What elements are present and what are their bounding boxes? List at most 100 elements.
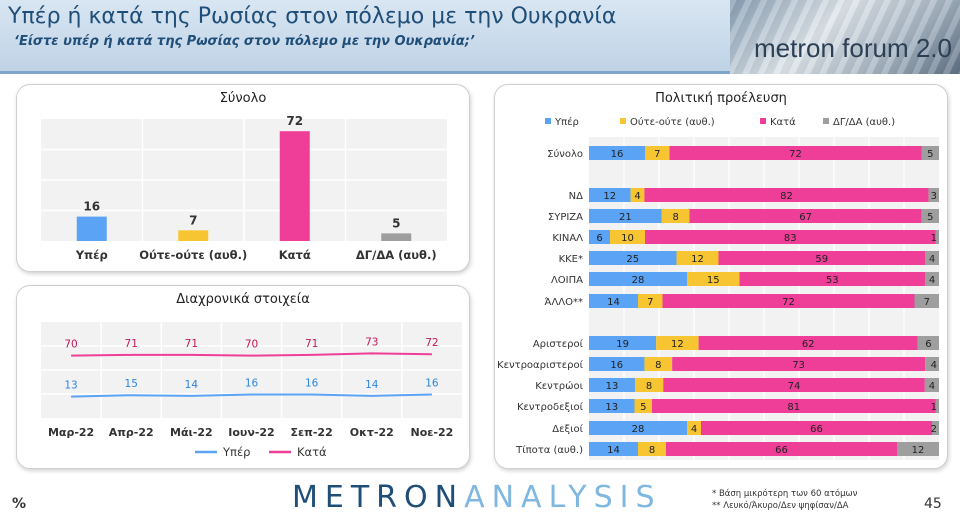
bar-segment xyxy=(634,399,652,413)
bar-value-label: 5 xyxy=(392,216,400,230)
bar-segment xyxy=(701,421,932,435)
point-value-label: 72 xyxy=(425,337,438,349)
segment-value-label: 6 xyxy=(925,339,931,350)
bar-segment xyxy=(662,294,915,308)
segment-value-label: 81 xyxy=(787,402,800,413)
point-value-label: 71 xyxy=(125,338,138,350)
bar-segment xyxy=(645,146,670,160)
bar-segment xyxy=(925,251,939,265)
category-label: Υπέρ xyxy=(75,248,108,262)
segment-value-label: 82 xyxy=(780,191,793,202)
bar-segment xyxy=(666,442,897,456)
legend-swatch-1 xyxy=(545,118,551,124)
bar-segment xyxy=(638,294,663,308)
segment-value-label: 5 xyxy=(640,402,646,413)
metron-analysis-brand: METRONANALYSIS xyxy=(292,480,662,515)
x-tick-label: Μάι-22 xyxy=(170,426,213,439)
segment-value-label: 4 xyxy=(634,191,640,202)
legend-label: ΔΓ/ΔΑ (αυθ.) xyxy=(833,117,895,128)
row-label: ΣΥΡΙΖΑ xyxy=(548,212,583,223)
bar-segment xyxy=(672,357,926,371)
political-chart-panel: Πολιτική προέλευση Υπέρ Ούτε-ούτε (αυθ.) Κ… xyxy=(494,84,948,469)
footnote-2: ** Λευκό/Άκυρο/Δεν ψηφίσαν/ΔΑ xyxy=(712,501,849,511)
bar-segment xyxy=(644,188,929,202)
segment-value-label: 12 xyxy=(912,445,925,456)
row-label: ΚΙΝΑΛ xyxy=(552,233,583,244)
segment-value-label: 7 xyxy=(654,149,660,160)
bar-segment xyxy=(645,230,936,244)
segment-value-label: 1 xyxy=(931,233,937,244)
row-label: Κεντρώοι xyxy=(535,380,583,392)
row-label: ΛΟΙΠΑ xyxy=(551,275,583,286)
bar-segment xyxy=(689,209,922,223)
bar-segment xyxy=(630,188,645,202)
category-label: ΔΓ/ΔΑ (αυθ.) xyxy=(356,248,437,262)
bar-segment xyxy=(663,378,925,392)
point-value-label: 16 xyxy=(425,377,439,389)
bar-segment xyxy=(924,378,939,392)
segment-value-label: 67 xyxy=(799,212,812,223)
row-label: Κεντροαριστεροί xyxy=(497,359,584,371)
segment-value-label: 5 xyxy=(927,149,933,160)
plot-area xyxy=(41,322,462,418)
segment-value-label: 13 xyxy=(605,402,618,413)
row-label: ΝΔ xyxy=(569,191,583,202)
segment-value-label: 66 xyxy=(810,424,823,435)
segment-value-label: 4 xyxy=(931,360,937,371)
page-number: 45 xyxy=(924,496,942,512)
segment-value-label: 14 xyxy=(607,445,620,456)
segment-value-label: 53 xyxy=(826,275,839,286)
bar-3 xyxy=(279,131,310,241)
segment-value-label: 16 xyxy=(611,149,624,160)
legend-label: Κατά xyxy=(297,445,327,459)
segment-value-label: 2 xyxy=(931,424,937,435)
segment-value-label: 73 xyxy=(792,360,805,371)
bar-segment xyxy=(589,399,635,413)
segment-value-label: 4 xyxy=(691,424,697,435)
bar-segment xyxy=(914,294,939,308)
bar-segment xyxy=(925,357,939,371)
segment-value-label: 62 xyxy=(802,339,815,350)
point-value-label: 71 xyxy=(185,338,198,350)
bar-segment xyxy=(652,399,936,413)
metron-forum-logo: metron forum 2.0 xyxy=(730,0,960,74)
segment-value-label: 25 xyxy=(626,254,639,265)
unit-label: % xyxy=(12,496,27,512)
bar-segment xyxy=(698,336,918,350)
category-label: Κατά xyxy=(279,248,311,262)
bar-segment xyxy=(589,421,687,435)
bar-segment xyxy=(921,146,939,160)
bar-segment xyxy=(589,146,645,160)
bar-segment xyxy=(589,442,638,456)
bar-segment xyxy=(669,146,922,160)
footnotes: * Βάση μικρότερη των 60 ατόμων ** Λευκό/… xyxy=(712,488,857,512)
bar-segment xyxy=(739,272,925,286)
segment-value-label: 7 xyxy=(924,297,930,308)
bar-segment xyxy=(921,209,939,223)
bar-segment xyxy=(897,442,939,456)
page-subtitle: ‘Είστε υπέρ ή κατά της Ρωσίας στον πόλεμ… xyxy=(14,34,475,49)
segment-value-label: 72 xyxy=(782,297,795,308)
row-label: Κεντροδεξιοί xyxy=(517,401,584,413)
segment-value-label: 16 xyxy=(610,360,623,371)
segment-value-label: 83 xyxy=(784,233,797,244)
segment-value-label: 13 xyxy=(606,381,619,392)
row-label: ΆΛΛΟ** xyxy=(545,296,583,308)
logo-background-pattern xyxy=(730,0,960,74)
row-label: Δεξιοί xyxy=(552,423,583,435)
segment-value-label: 19 xyxy=(616,339,629,350)
bar-segment xyxy=(589,272,687,286)
segment-value-label: 12 xyxy=(603,191,616,202)
total-chart-panel: Σύνολο 16 Υπέρ 7 Ούτε-ούτε (αυθ.) 72 Κατά 5 ΔΓ/… xyxy=(16,84,470,272)
segment-value-label: 8 xyxy=(646,381,652,392)
bar-segment xyxy=(656,336,699,350)
series-line-1 xyxy=(71,393,432,398)
bar-segment xyxy=(932,421,939,435)
bar-segment xyxy=(676,251,719,265)
segment-value-label: 8 xyxy=(649,445,655,456)
legend-swatch-2 xyxy=(620,118,626,124)
legend-swatch-4 xyxy=(823,118,829,124)
segment-value-label: 12 xyxy=(691,254,704,265)
segment-value-label: 28 xyxy=(632,275,645,286)
segment-value-label: 12 xyxy=(671,339,684,350)
